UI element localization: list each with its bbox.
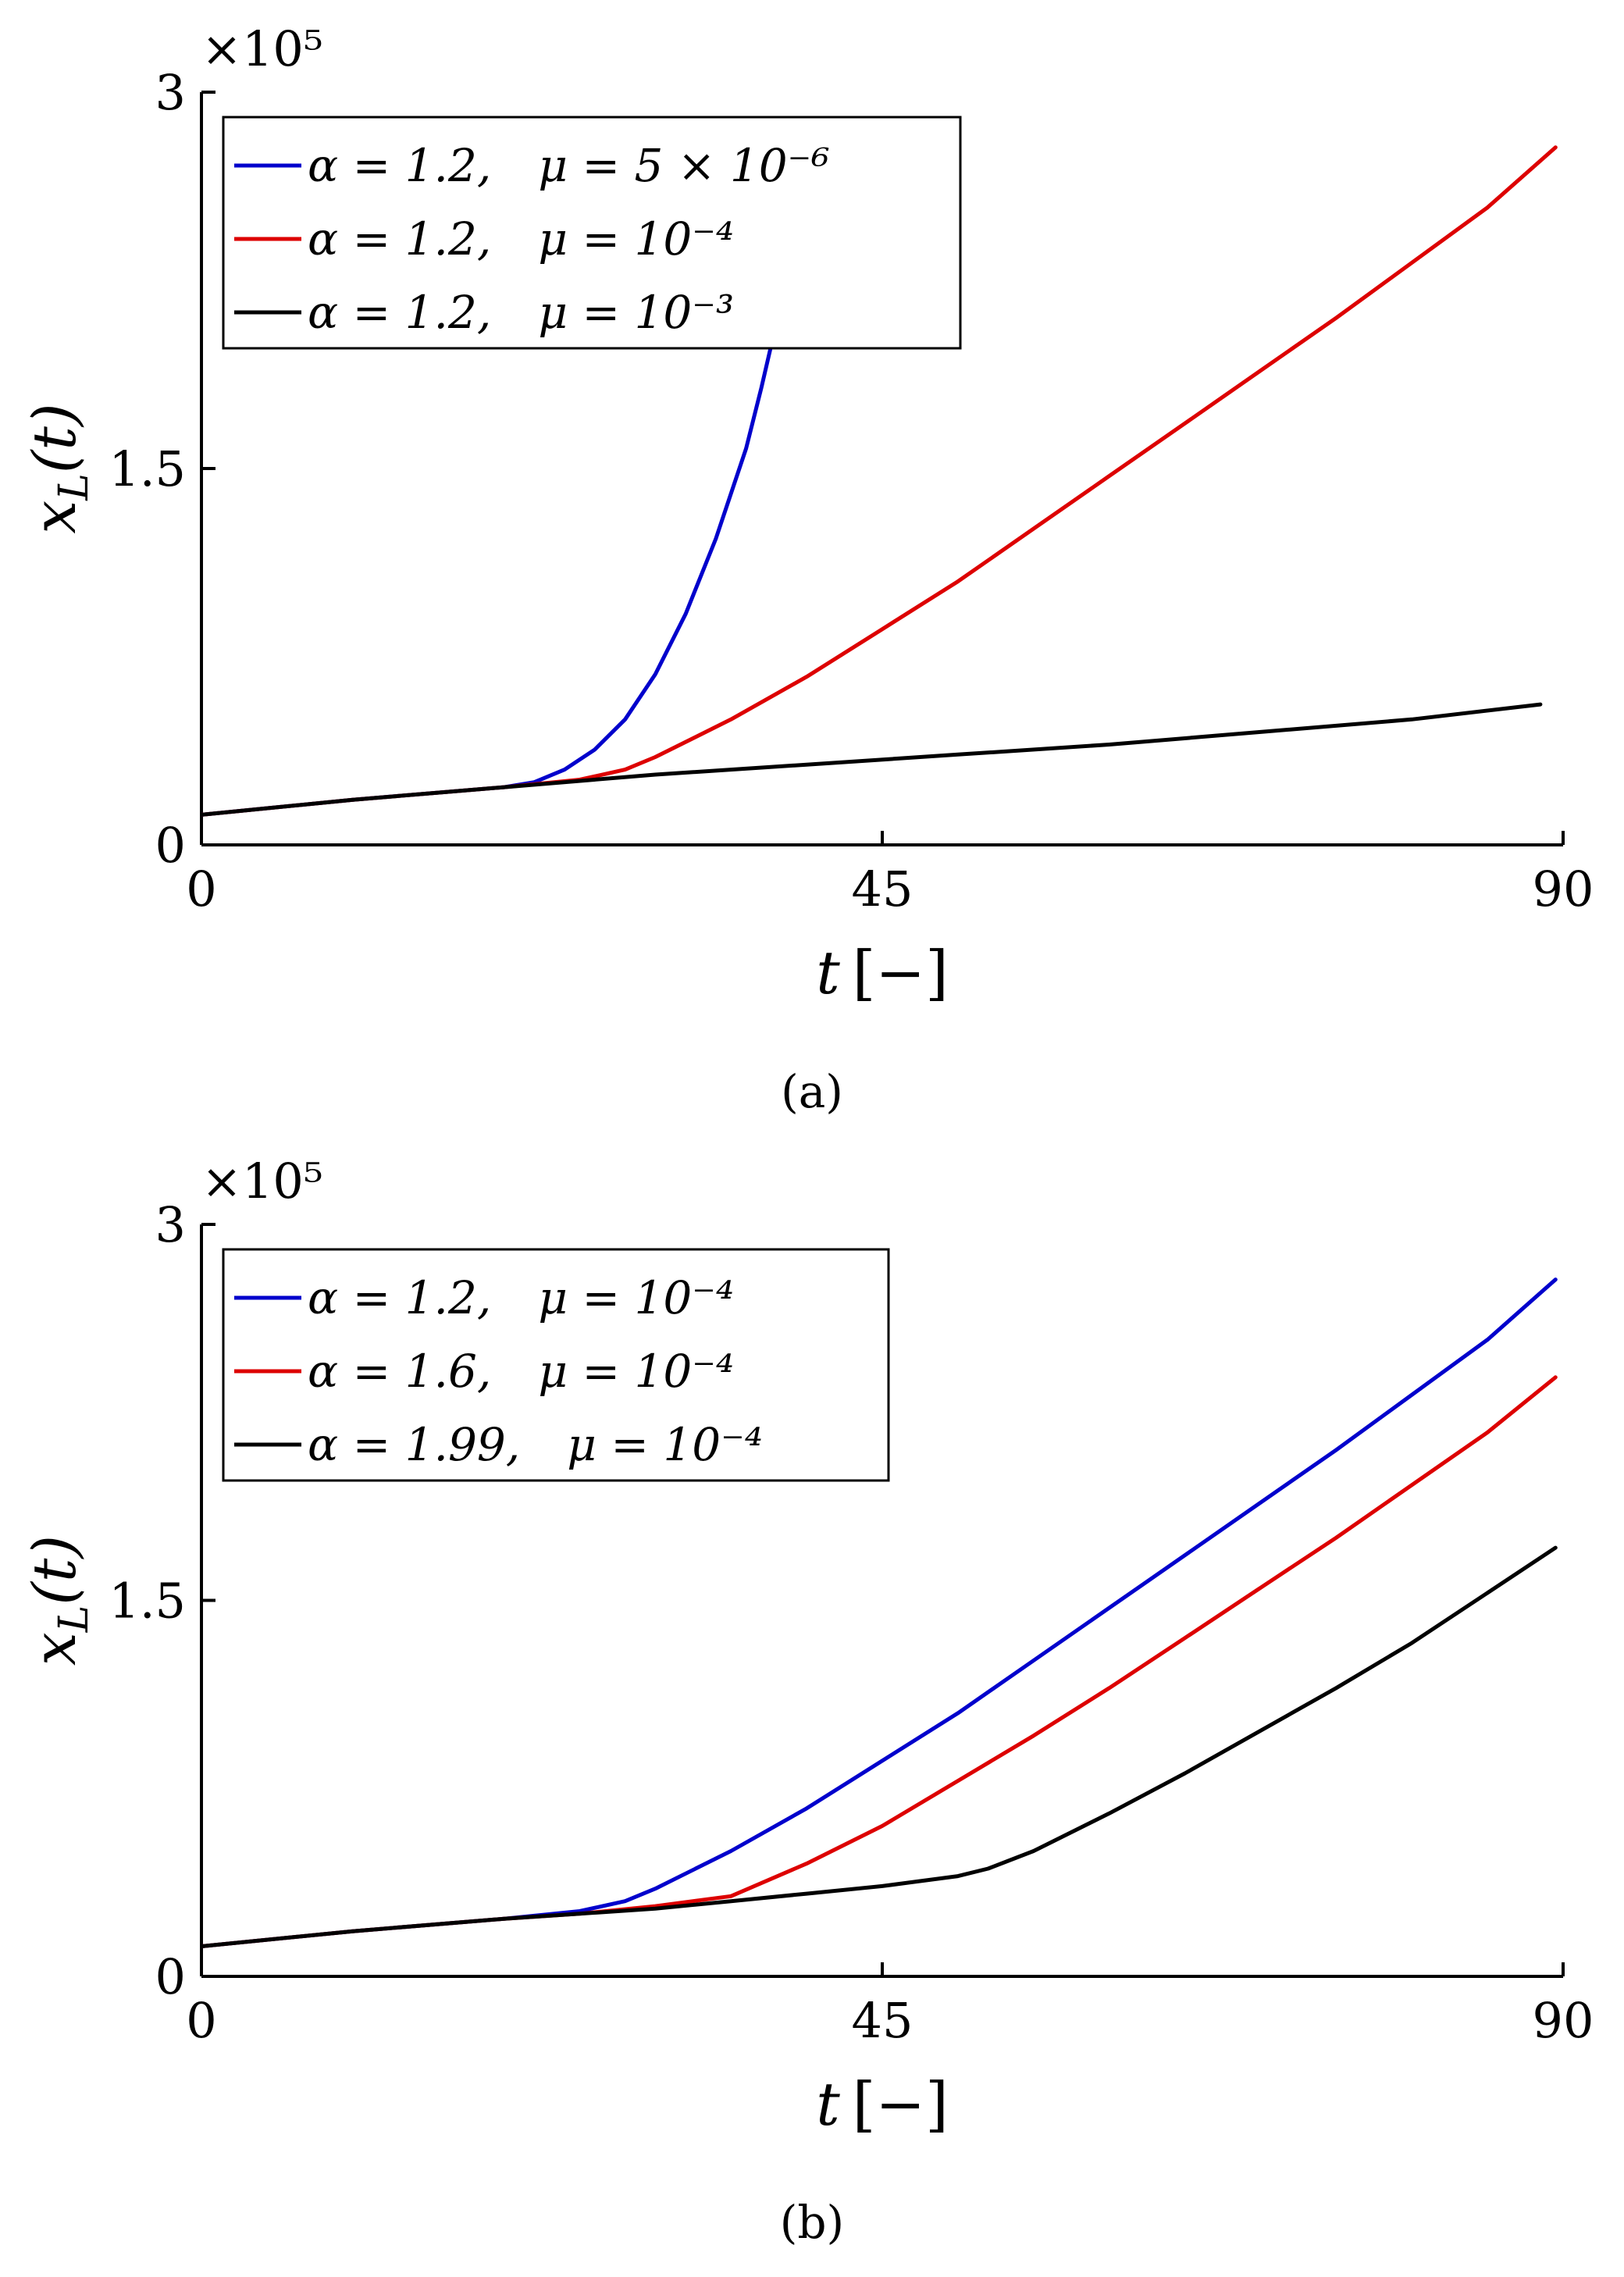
y-axis-label: xL(t) [20,1535,98,1666]
x-tick-label: 90 [1533,1992,1594,2049]
x-tick-label: 0 [186,861,216,918]
y-axis-label-sub: L [51,1605,98,1634]
y-tick-label: 3 [155,64,186,121]
x-axis-label-unit: [−] [853,938,949,1007]
y-axis-label: xL(t) [20,403,98,533]
legend-mu: μ = 5 × 10⁻⁶ [538,139,829,192]
x-tick-label: 45 [852,861,914,918]
x-axis-label: t [−] [816,938,949,1007]
y-axis-label-arg: (t) [20,403,89,473]
legend-entry-1: α = 1.2, μ = 10⁻⁴ [308,1271,734,1324]
legend-entry-3: α = 1.99, μ = 10⁻⁴ [308,1418,763,1471]
panel-label: (b) [780,2196,844,2249]
x-tick-label: 90 [1533,861,1594,918]
legend-mu: μ = 10⁻⁴ [538,212,734,265]
legend-entry-1: α = 1.2, μ = 5 × 10⁻⁶ [308,139,830,192]
legend-entry-2: α = 1.2, μ = 10⁻⁴ [308,212,734,265]
legend-alpha: α = 1.2, [308,139,491,192]
series-line-3 [201,702,1543,817]
y-axis-label-main: x [20,501,89,534]
y-tick-label: 1.5 [109,1573,186,1630]
y-axis-label-main: x [20,1632,89,1666]
y-tick-label: 3 [155,1196,186,1253]
x-axis-label: t [−] [816,2069,949,2139]
legend-alpha: α = 1.6, [308,1345,491,1398]
x-axis-label-symbol: t [816,2069,840,2139]
legend-entry-2: α = 1.6, μ = 10⁻⁴ [308,1345,734,1398]
y-axis-label-arg: (t) [20,1535,89,1605]
scale-factor-label: ×10⁵ [201,20,323,77]
x-axis-label-unit: [−] [853,2069,949,2139]
y-tick-label: 0 [155,1948,186,2005]
series-line-3 [201,1545,1558,1948]
chart-panel-a: 0 45 90 0 1.5 3 ×10⁵ t [−] xL(t) α = 1.2, μ = 5 × 1… [20,20,1594,1118]
y-tick-label: 1.5 [109,440,186,497]
legend-alpha: α = 1.2, [308,212,491,265]
y-axis-label-sub: L [51,473,98,501]
legend-box [222,1248,890,1482]
legend-mu: μ = 10⁻⁴ [538,1345,734,1398]
legend-entry-3: α = 1.2, μ = 10⁻³ [308,286,734,339]
x-tick-label: 45 [852,1992,914,2049]
legend: α = 1.2, μ = 10⁻⁴α = 1.6, μ = 10⁻⁴α = 1.99… [222,1248,890,1482]
legend-mu: μ = 10⁻³ [538,286,734,339]
scale-factor-label: ×10⁵ [201,1153,323,1210]
legend-alpha: α = 1.99, [308,1418,520,1471]
legend: α = 1.2, μ = 5 × 10⁻⁶α = 1.2, μ = 10⁻⁴α = … [222,116,962,350]
series-line-1 [201,1277,1558,1948]
legend-alpha: α = 1.2, [308,286,491,339]
y-tick-label: 0 [155,817,186,874]
legend-box [222,116,962,350]
x-axis-label-symbol: t [816,938,840,1007]
panel-label: (a) [781,1065,843,1118]
x-tick-label: 0 [186,1992,216,2049]
legend-alpha: α = 1.2, [308,1271,491,1324]
legend-mu: μ = 10⁻⁴ [567,1418,763,1471]
legend-mu: μ = 10⁻⁴ [538,1271,734,1324]
